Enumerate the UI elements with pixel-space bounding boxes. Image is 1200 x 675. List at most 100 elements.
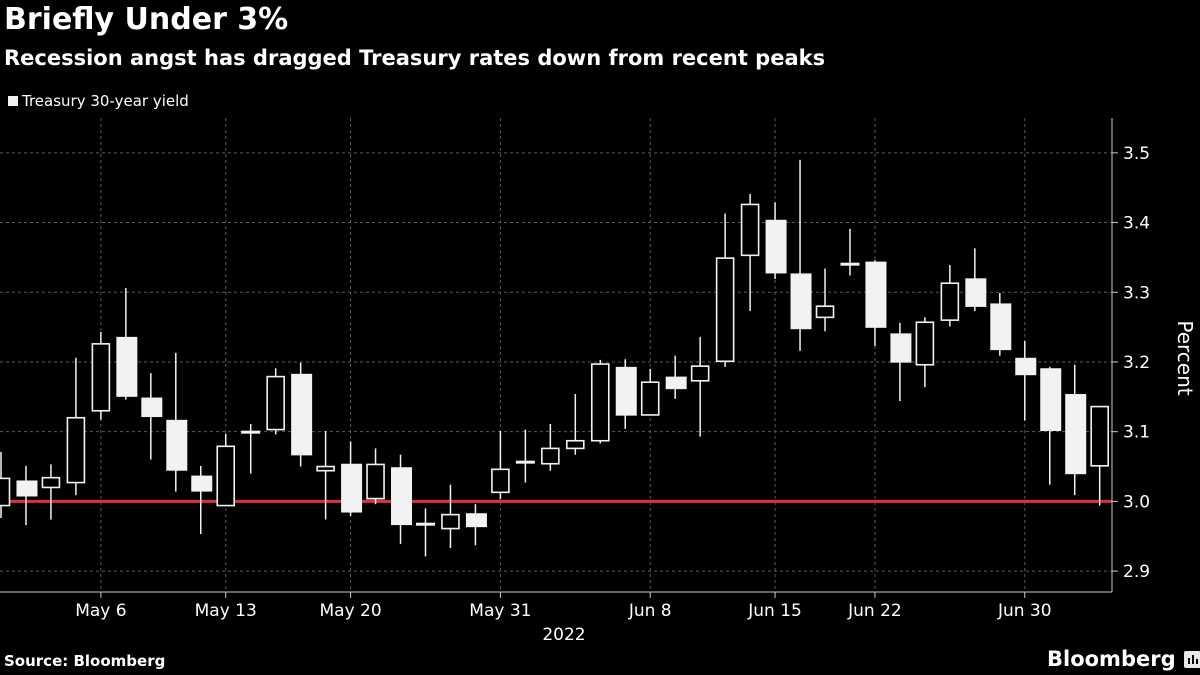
candle-body-up xyxy=(915,321,935,366)
x-tick-label: Jun 30 xyxy=(997,601,1052,621)
candle-may-4 xyxy=(41,464,61,520)
candle-body-up xyxy=(940,282,960,321)
candle-jun-28 xyxy=(965,248,987,312)
candle-body-up xyxy=(441,513,460,530)
x-tick-label: May 6 xyxy=(75,601,126,621)
legend-swatch xyxy=(8,96,18,106)
candle-body-up xyxy=(316,465,335,472)
y-tick-label: 3.1 xyxy=(1123,423,1150,443)
candle-body-up xyxy=(366,463,385,500)
candle-body-down xyxy=(1015,357,1037,376)
candle-body-doji xyxy=(515,460,535,464)
candle-may-11 xyxy=(166,352,188,492)
legend: Treasury 30-year yield xyxy=(8,92,189,110)
candle-body-up xyxy=(491,468,510,494)
candles xyxy=(0,159,1109,557)
candle-may-13 xyxy=(216,433,236,507)
candle-body-down xyxy=(191,475,213,492)
candle-may-25 xyxy=(415,508,435,557)
candle-jun-9 xyxy=(665,355,687,399)
candle-jun-16 xyxy=(790,159,812,351)
y-tick-label: 3.2 xyxy=(1123,353,1150,373)
candle-body-down xyxy=(465,513,487,528)
candle-may-3 xyxy=(16,465,38,526)
candle-jun-6 xyxy=(590,359,610,444)
candle-jul-6 xyxy=(1090,405,1109,506)
candle-body-down xyxy=(141,397,163,418)
candle-jun-2 xyxy=(541,424,560,471)
x-tick-label: Jun 22 xyxy=(847,601,902,621)
candle-may-10 xyxy=(141,373,163,460)
y-tick-label: 3.0 xyxy=(1123,492,1150,512)
candle-may-17 xyxy=(266,368,285,435)
candle-body-up xyxy=(1090,405,1109,467)
candle-body-down xyxy=(16,480,38,497)
x-tick-label: May 20 xyxy=(319,601,381,621)
candle-body-down xyxy=(765,219,787,274)
candle-may-27 xyxy=(465,504,487,546)
candle-may-20 xyxy=(341,441,363,517)
x-tick-label: Jun 8 xyxy=(628,601,672,621)
chart-title: Briefly Under 3% xyxy=(4,2,289,37)
candle-may-23 xyxy=(366,448,385,505)
bloomberg-chart-icon xyxy=(1183,650,1200,668)
candle-body-down xyxy=(341,463,363,513)
candle-body-down xyxy=(166,419,188,471)
candle-body-doji xyxy=(241,430,261,434)
candle-may-16 xyxy=(241,424,261,474)
candle-jun-30 xyxy=(1015,341,1037,421)
candle-may-9 xyxy=(116,288,138,400)
candle-may-24 xyxy=(391,454,413,544)
candle-may-18 xyxy=(291,362,313,467)
candle-jun-29 xyxy=(990,292,1012,356)
candle-jun-14 xyxy=(740,193,760,312)
candle-may-19 xyxy=(316,430,335,520)
y-axis-label: Percent xyxy=(1173,320,1197,395)
candle-may-26 xyxy=(441,484,460,549)
x-tick-label: May 31 xyxy=(469,601,531,621)
candle-may-2 xyxy=(0,451,11,519)
candle-may-12 xyxy=(191,465,213,535)
axes: 2.9 3.0 3.1 3.2 3.3 3.4 3.5 May 6 May 13 May 20 Ma… xyxy=(0,118,1197,645)
candle-may-5 xyxy=(66,357,86,496)
legend-label: Treasury 30-year yield xyxy=(22,92,189,110)
brand-name: Bloomberg xyxy=(1047,647,1176,671)
candle-body-up xyxy=(690,365,710,382)
y-tick-label: 3.4 xyxy=(1123,214,1150,234)
candle-may-31 xyxy=(491,430,510,500)
candle-body-down xyxy=(990,303,1012,351)
candle-body-down xyxy=(665,376,687,390)
candle-jun-8 xyxy=(640,368,660,416)
candle-body-up xyxy=(266,375,285,431)
candle-body-up xyxy=(91,343,111,412)
candle-jun-17 xyxy=(815,268,835,332)
candle-jun-3 xyxy=(566,394,585,455)
candle-jun-10 xyxy=(690,336,710,437)
candle-body-up xyxy=(0,477,11,507)
candle-jun-1 xyxy=(515,429,535,483)
candle-jun-7 xyxy=(615,359,637,429)
candle-body-down xyxy=(1065,394,1087,475)
candle-body-up xyxy=(216,445,236,507)
candle-jun-21 xyxy=(840,228,860,276)
candle-jul-1 xyxy=(1040,366,1062,485)
candle-body-doji xyxy=(840,262,860,266)
y-tick-label: 3.3 xyxy=(1123,283,1150,303)
x-axis-label: 2022 xyxy=(542,625,585,645)
candle-body-up xyxy=(715,257,735,363)
candle-body-down xyxy=(790,273,812,330)
grid xyxy=(0,118,1112,592)
candle-body-down xyxy=(890,333,912,363)
candle-jun-23 xyxy=(890,322,912,402)
candle-may-6 xyxy=(91,331,111,420)
candle-body-down xyxy=(116,336,138,397)
candle-jun-22 xyxy=(865,260,887,346)
candle-body-up xyxy=(66,416,86,484)
x-tick-label: May 13 xyxy=(195,601,257,621)
candle-body-up xyxy=(590,363,610,442)
chart-subtitle: Recession angst has dragged Treasury rat… xyxy=(4,46,826,70)
candle-jun-13 xyxy=(715,213,735,367)
candle-body-down xyxy=(965,278,987,307)
candle-jun-27 xyxy=(940,265,960,327)
candle-body-up xyxy=(541,447,560,465)
